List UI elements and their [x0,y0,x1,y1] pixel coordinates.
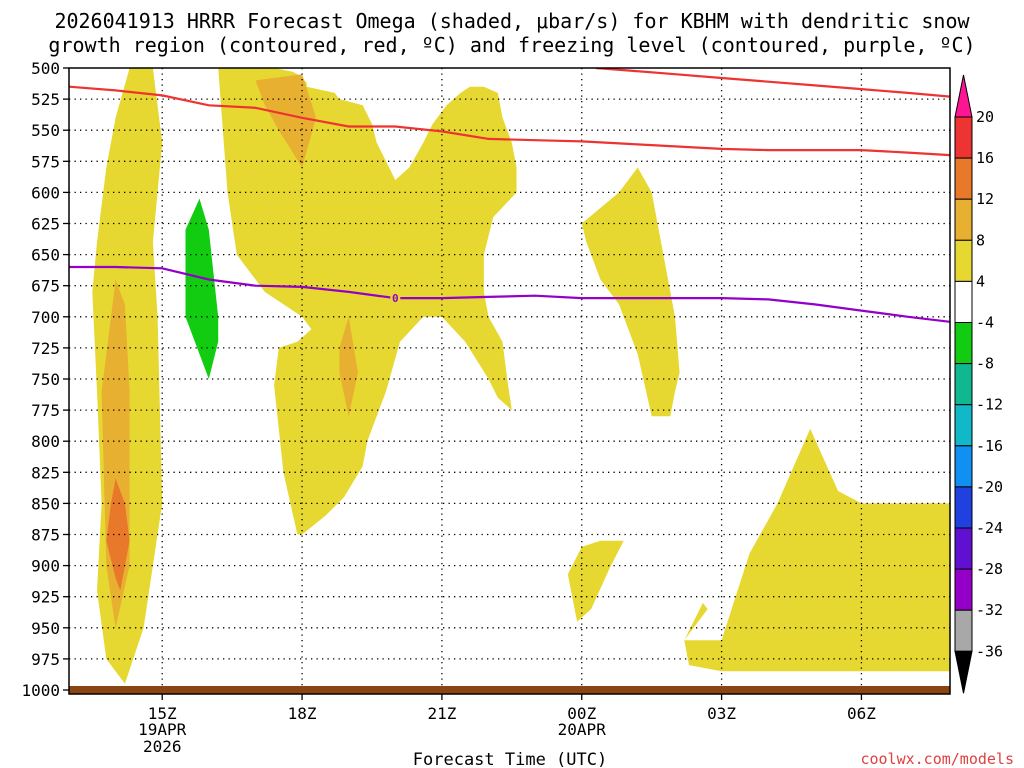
y-tick-label: 775 [31,401,60,420]
x-tick-year: 2026 [143,737,182,756]
colorbar: 20 16 12 8 4 -4 -8 -12 -16 -20 -24 -28 -32 -36 [954,74,1003,694]
omega-region-8 [567,540,624,622]
x-tick-label: 15Z [148,704,177,723]
grid-lines [69,68,950,690]
y-tick-label: 525 [31,90,60,109]
colorbar-label: -24 [976,519,1003,537]
omega-shaded-regions [92,68,950,684]
colorbar-label: -20 [976,478,1003,496]
y-tick-label: 875 [31,526,60,545]
colorbar-label: 12 [976,190,994,208]
ground-strip [69,686,950,694]
x-tick-label: 18Z [288,704,317,723]
y-tick-label: 500 [31,59,60,78]
omega-region-7 [581,167,680,417]
colorbar-label: -32 [976,601,1003,619]
omega-region-5 [255,74,317,168]
colorbar-top-arrow [954,74,973,118]
contour-label-bg [390,291,401,305]
y-tick-label: 650 [31,246,60,265]
colorbar-segment [954,157,973,200]
colorbar-segment [954,568,973,611]
colorbar-segment [954,116,973,159]
y-tick-label: 975 [31,650,60,669]
colorbar-label: 20 [976,108,994,126]
y-tick-label: 575 [31,152,60,171]
x-tick-label: 00Z [567,704,596,723]
colorbar-segment [954,609,973,652]
y-tick-label: 700 [31,308,60,327]
freezing-level-contour [69,265,950,323]
omega-region-2 [106,478,130,591]
credit-text: coolwx.com/models [860,750,1014,768]
colorbar-label: 8 [976,231,985,249]
y-tick-label: 550 [31,121,60,140]
y-tick-label: 625 [31,215,60,234]
colorbar-label: 16 [976,149,994,167]
colorbar-segment [954,404,973,447]
colorbar-label: -28 [976,560,1003,578]
colorbar-segment [954,445,973,488]
y-tick-label: 925 [31,588,60,607]
x-tick-label: 03Z [707,704,736,723]
y-axis: 500 525 550 575 600 625 650 675 700 725 750 775 800 8… [21,59,69,700]
colorbar-label: -16 [976,437,1003,455]
colorbar-segment [954,280,973,323]
y-tick-label: 825 [31,463,60,482]
y-tick-label: 600 [31,183,60,202]
x-tick-date: 19APR [138,720,187,739]
colorbar-label: -8 [976,355,994,373]
colorbar-segment [954,198,973,241]
y-tick-label: 800 [31,432,60,451]
y-tick-label: 850 [31,494,60,513]
y-tick-label: 725 [31,339,60,358]
colorbar-segment [954,363,973,406]
x-tick-label: 21Z [427,704,456,723]
omega-region-6 [339,316,358,417]
colorbar-segment [954,239,973,282]
y-tick-label: 900 [31,557,60,576]
chart-title-line-1: 2026041913 HRRR Forecast Omega (shaded, … [54,9,970,33]
x-tick-label: 06Z [847,704,876,723]
x-axis-label: Forecast Time (UTC) [413,750,607,768]
x-tick-date: 20APR [558,720,607,739]
colorbar-segment [954,322,973,365]
colorbar-bottom-arrow [954,650,973,694]
colorbar-label: -4 [976,314,994,332]
colorbar-segment [954,527,973,570]
colorbar-segment [954,486,973,529]
freezing-level-label: 0 [392,292,399,305]
y-tick-label: 750 [31,370,60,389]
y-tick-label: 675 [31,277,60,296]
dendritic-growth-contour-upper [595,68,950,98]
contour-lines: 0 [69,68,950,323]
omega-region-4 [218,68,517,535]
chart-title-line-2: growth region (contoured, red, ºC) and f… [48,33,975,57]
dendritic-growth-contour-lower [69,85,950,157]
plot-frame [68,67,951,695]
omega-region-9 [684,428,950,672]
colorbar-label: 4 [976,272,985,290]
colorbar-label: -12 [976,396,1003,414]
y-tick-label: 950 [31,619,60,638]
omega-region-3 [185,198,219,379]
colorbar-label: -36 [976,642,1003,660]
y-tick-label: 1000 [21,681,60,700]
